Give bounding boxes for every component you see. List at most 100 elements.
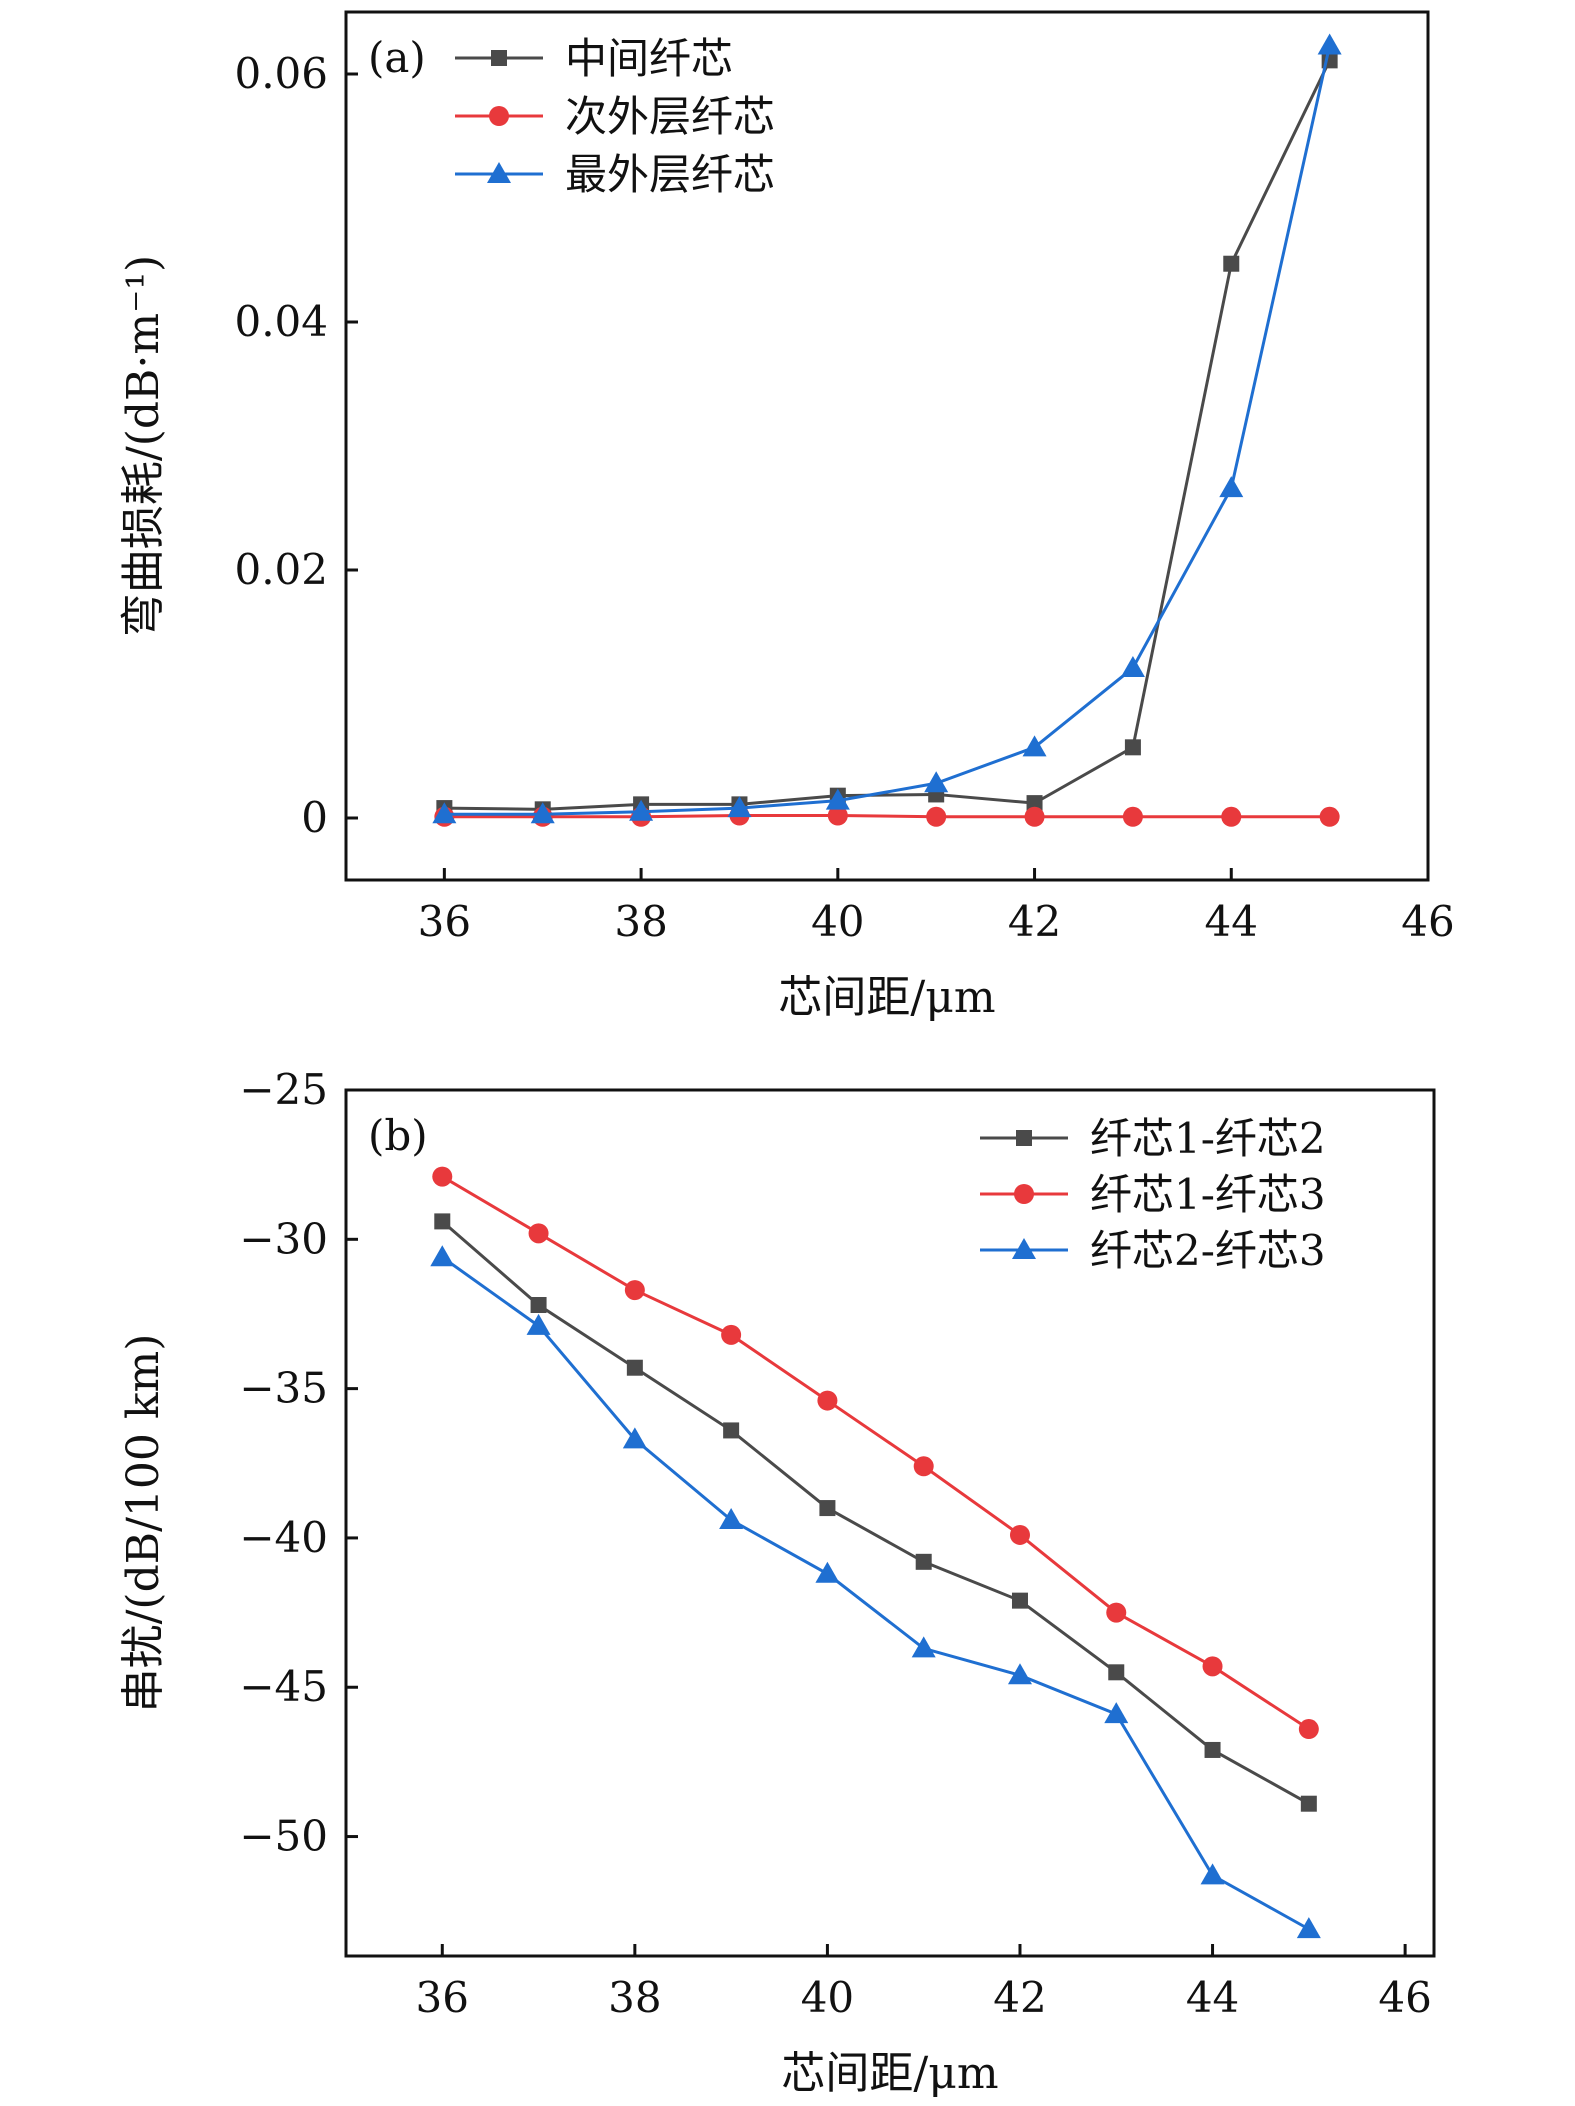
panel-b-series-1-point [915, 1553, 932, 1570]
panel-a-x-tick-label: 38 [614, 897, 667, 946]
panel-a-series-1-point [1026, 795, 1043, 812]
panel-b-legend-marker-2 [1014, 1184, 1034, 1204]
panel-b: 36 38 40 42 44 46 −25 −30 −35 −40 −45 −50 (b) 芯间距/μ… [118, 1065, 1436, 2099]
panel-a-x-tick-label: 42 [1008, 897, 1061, 946]
panel-a-series-3-point [727, 796, 752, 818]
panel-b-series-3-point [622, 1427, 647, 1449]
panel-b-series-3-point [1007, 1663, 1032, 1685]
panel-a-y-tick-label: 0 [301, 793, 328, 842]
panel-b-series-2-point [913, 1456, 934, 1477]
panel-a-series-3-point [629, 799, 654, 821]
panel-b-series-3-line [441, 1256, 1310, 1931]
panel-b-series-1-point [626, 1359, 643, 1376]
panel-b-y-tick-label: −45 [239, 1662, 328, 1711]
panel-b-series-3-point [526, 1313, 551, 1335]
panel-a-series-3-point [1317, 33, 1342, 55]
panel-b-series-2-point [1009, 1524, 1030, 1545]
panel-b-series-3-point [719, 1508, 744, 1530]
panel-a-legend-label-1: 中间纤芯 [565, 34, 733, 83]
panel-b-series-3-point [1200, 1863, 1225, 1885]
panel-b-series-1-point [1108, 1664, 1125, 1681]
panel-a-series-3-point [1219, 476, 1244, 498]
panel-b-y-tick-label: −50 [239, 1812, 328, 1861]
panel-b-label: (b) [368, 1111, 428, 1160]
panel-a-x-tick-label: 44 [1205, 897, 1258, 946]
panel-b-series-2-point [1298, 1719, 1319, 1740]
panel-a-series-3-point [432, 802, 457, 824]
panel-b-legend-marker-1 [1016, 1130, 1032, 1146]
panel-a-series-1-line [444, 59, 1331, 811]
panel-b-legend-label-3: 纤芯2-纤芯3 [1090, 1226, 1326, 1275]
panel-b-series-3-point [1296, 1917, 1321, 1939]
panel-b-y-tick-label: −40 [239, 1513, 328, 1562]
panel-b-series-2-point [1106, 1602, 1127, 1623]
panel-a: 36 38 40 42 44 46 0 0.02 0.04 0.06 (a) 芯间距/μm 弯曲损… [118, 10, 1455, 1023]
panel-a-y-axis-title: 弯曲损耗/(dB·m⁻¹) [118, 255, 169, 637]
panel-a-x-tick-label: 46 [1401, 897, 1454, 946]
panel-a-series-3-point [825, 788, 850, 810]
panel-b-series-1-point [1204, 1741, 1221, 1758]
panel-a-series-1-point [1223, 255, 1240, 272]
panel-b-series-2-point [432, 1166, 453, 1187]
panel-b-y-tick-label: −30 [239, 1214, 328, 1263]
panel-b-x-tick-label: 40 [801, 1973, 854, 2022]
panel-a-y-tick-label: 0.04 [234, 297, 328, 346]
panel-b-legend-label-1: 纤芯1-纤芯2 [1090, 1114, 1326, 1163]
panel-b-series-2-point [528, 1223, 549, 1244]
panel-b-y-tick-label: −35 [239, 1364, 328, 1413]
panel-b-x-tick-label: 36 [416, 1973, 469, 2022]
panel-a-marks [432, 33, 1342, 827]
panel-b-series-3-point [815, 1561, 840, 1583]
panel-a-series-2-point [1319, 806, 1340, 827]
panel-b-series-1-point [530, 1297, 547, 1314]
panel-b-x-tick-label: 46 [1378, 1973, 1431, 2022]
panel-b-series-1-point [1300, 1795, 1317, 1812]
panel-b-x-tick-label: 42 [993, 1973, 1046, 2022]
panel-a-series-1-point [1124, 739, 1141, 756]
panel-a-series-2-point [1221, 806, 1242, 827]
panel-b-x-tick-label: 44 [1186, 1973, 1239, 2022]
panel-a-plot-frame [344, 10, 1430, 882]
panel-b-series-1-point [434, 1213, 451, 1230]
panel-b-ticks: 36 38 40 42 44 46 −25 −30 −35 −40 −45 −50 [239, 1065, 1431, 2022]
panel-a-x-tick-label: 36 [418, 897, 471, 946]
panel-b-series-1-line [441, 1220, 1310, 1806]
panel-b-series-2-point [624, 1280, 645, 1301]
panel-a-legend-marker-3 [487, 162, 511, 183]
panel-b-x-tick-label: 38 [608, 1973, 661, 2022]
panel-b-y-axis-title: 串扰/(dB/100 km) [118, 1334, 169, 1713]
panel-b-series-1-point [819, 1500, 836, 1517]
panel-a-series-2-line [444, 814, 1330, 819]
panel-a-series-3-point [924, 771, 949, 793]
panel-b-series-2-point [817, 1390, 838, 1411]
panel-b-legend: 纤芯1-纤芯2 纤芯1-纤芯3 纤芯2-纤芯3 [980, 1114, 1326, 1275]
panel-a-legend-label-3: 最外层纤芯 [565, 150, 775, 199]
panel-a-series-3-point [1022, 735, 1047, 757]
panel-b-legend-label-2: 纤芯1-纤芯3 [1090, 1170, 1326, 1219]
panel-a-legend-marker-2 [489, 106, 509, 126]
panel-b-legend-marker-3 [1012, 1238, 1036, 1259]
panel-a-series-3-point [530, 802, 555, 824]
panel-a-y-tick-label: 0.02 [234, 545, 328, 594]
panel-a-series-2-point [1122, 806, 1143, 827]
panel-a-series-3-point [1120, 655, 1145, 677]
panel-a-x-axis-title: 芯间距/μm [778, 972, 995, 1023]
panel-a-legend-label-2: 次外层纤芯 [565, 92, 775, 141]
panel-a-legend-marker-1 [491, 50, 507, 66]
panel-a-series-2-point [1024, 806, 1045, 827]
panel-b-marks [430, 1166, 1321, 1939]
panel-b-series-3-point [911, 1636, 936, 1658]
panel-b-y-tick-label: −25 [239, 1065, 328, 1114]
panel-b-series-2-line [441, 1175, 1310, 1731]
panel-a-label: (a) [368, 33, 426, 82]
panel-a-series-2-point [926, 806, 947, 827]
panel-b-series-2-point [1202, 1656, 1223, 1677]
panel-b-plot-frame [344, 1088, 1436, 1958]
panel-a-series-3-line [444, 45, 1332, 816]
panel-a-series-2-point [827, 805, 848, 826]
panel-b-series-1-point [723, 1422, 740, 1439]
panel-b-series-3-point [430, 1245, 455, 1267]
